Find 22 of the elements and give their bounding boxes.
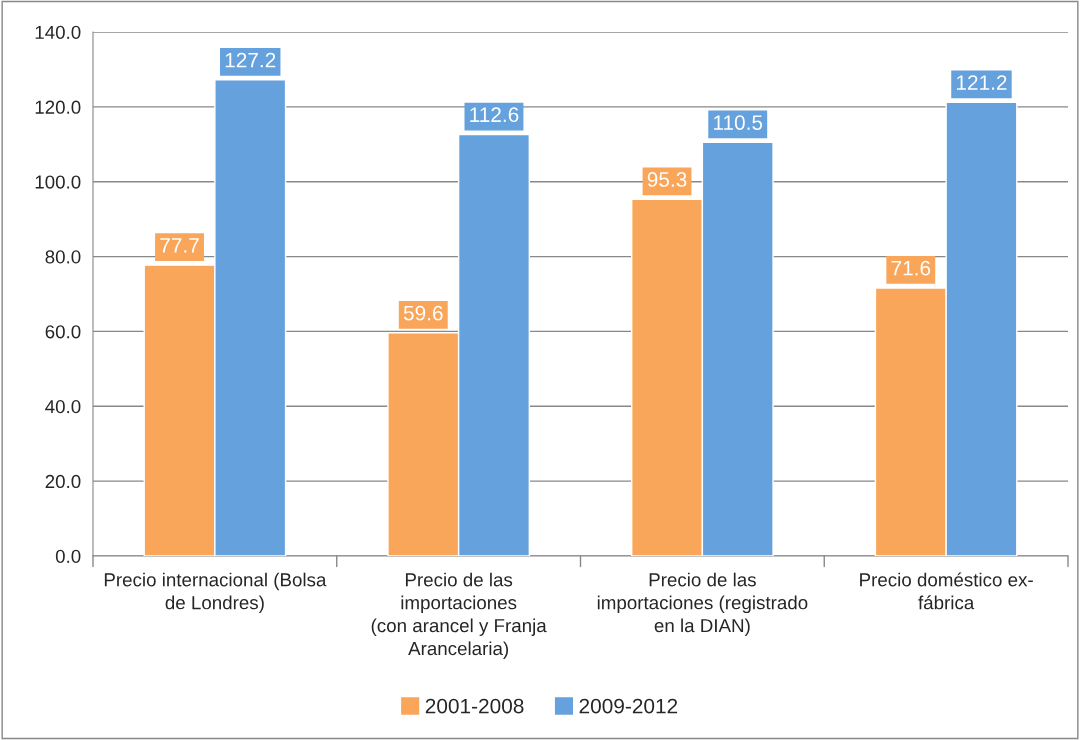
x-tick-label: Precio doméstico ex- fábrica xyxy=(860,572,1033,610)
y-tick-label: 100.0 xyxy=(35,175,81,189)
y-tick-label: 40.0 xyxy=(45,399,81,414)
data-label: 127.2 xyxy=(225,52,276,68)
x-tick-label: Precio internacional (Bolsa de Londres) xyxy=(104,572,327,614)
y-tick-label: 80.0 xyxy=(45,250,81,264)
data-label: 71.6 xyxy=(891,260,931,276)
y-tick-label: 20.0 xyxy=(45,474,81,489)
y-tick-label: 60.0 xyxy=(45,325,81,339)
x-tick-label: Precio de las importaciones (registrado en la DIAN) xyxy=(597,572,808,636)
y-tick-label: 0.0 xyxy=(55,549,81,563)
data-label: 59.6 xyxy=(403,305,443,321)
legend-label: 2001-2008 xyxy=(425,698,524,714)
x-tick-label: Precio de las importaciones (con arancel y Franja Arancelaria) xyxy=(371,572,547,659)
y-tick-label: 120.0 xyxy=(35,100,81,114)
data-label: 77.7 xyxy=(160,238,199,253)
data-label: 112.6 xyxy=(470,107,519,123)
legend-label: 2009-2012 xyxy=(579,698,678,714)
data-label: 121.2 xyxy=(956,75,1007,90)
data-label: 95.3 xyxy=(647,172,687,187)
y-tick-label: 140.0 xyxy=(35,25,81,39)
data-label: 110.5 xyxy=(714,115,763,130)
